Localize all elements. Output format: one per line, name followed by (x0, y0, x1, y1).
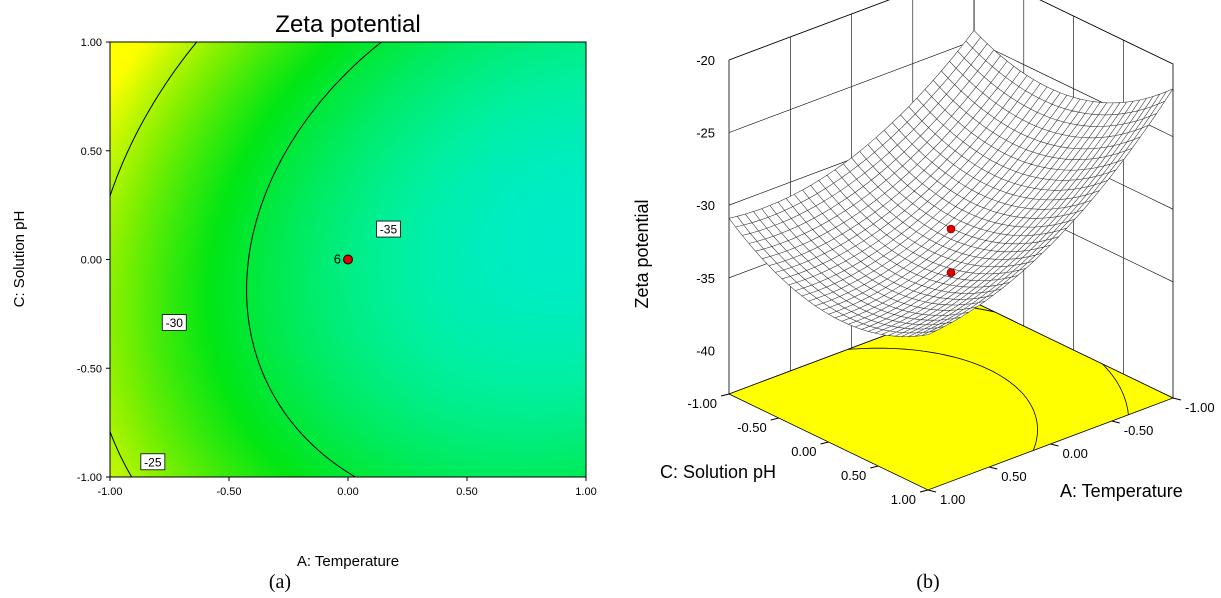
contour-level-label: -25 (140, 453, 166, 471)
z-tick-label: -35 (696, 271, 715, 286)
x-tick-label: 0.00 (337, 486, 358, 498)
x-tick-label: -0.50 (216, 486, 241, 498)
contour-y-ticks: -1.00 -0.50 0.00 0.50 1.00 (77, 37, 110, 484)
z-tick-label: -25 (696, 126, 715, 141)
y-tick-label: 0.50 (841, 468, 866, 483)
contour-panel: Zeta potential -25 -30 -35 6 -1.00 -0.50 0.00… (11, 11, 597, 593)
y-tick-label: 0.00 (81, 255, 102, 267)
surface-mesh (728, 29, 1174, 337)
surface-mesh-grid (728, 29, 1174, 337)
y-tick-label: 1.00 (81, 37, 102, 49)
panel-label-a: (a) (269, 571, 291, 593)
surface-design-points (946, 224, 956, 277)
surface-y-axis-label: C: Solution pH (660, 462, 776, 482)
contour-y-axis-label: C: Solution pH (11, 211, 28, 308)
svg-text:-30: -30 (166, 316, 184, 330)
x-tick-mark (927, 489, 937, 493)
contour-plot-area: -25 -30 -35 6 (109, 41, 587, 478)
x-tick-label: 1.00 (940, 492, 965, 507)
y-tick-label: -1.00 (687, 396, 717, 411)
x-tick-mark (989, 466, 998, 470)
z-tick-label: -30 (696, 198, 715, 213)
surface-z-axis-label: Zeta potential (632, 199, 652, 308)
y-tick-mark (870, 465, 879, 469)
x-tick-label: 0.00 (1063, 446, 1088, 461)
surface-design-point (946, 268, 956, 277)
x-tick-label: 0.50 (456, 486, 477, 498)
contour-lines: -25 -30 -35 6 (109, 41, 401, 478)
x-tick-label: -1.00 (1185, 400, 1215, 415)
y-tick-mark (720, 393, 730, 397)
contour-line (109, 41, 198, 478)
contour-x-ticks: -1.00 -0.50 0.00 0.50 1.00 (97, 477, 597, 498)
surface-panel: -20 -25 -30 -35 -40 -1.00 -0.50 0.00 0.50 1.00 -… (632, 0, 1215, 593)
y-tick-label: 0.00 (791, 444, 816, 459)
surface-z-ticks: -20 -25 -30 -35 -40 (696, 53, 715, 358)
contour-x-axis-label: A: Temperature (297, 553, 399, 570)
surface-x-axis-label: A: Temperature (1060, 481, 1183, 501)
surface-design-point (946, 224, 956, 234)
y-tick-label: 0.50 (81, 146, 102, 158)
y-tick-label: -0.50 (77, 363, 102, 375)
contour-title: Zeta potential (275, 11, 420, 38)
design-point (343, 254, 353, 265)
panel-label-b: (b) (916, 571, 939, 593)
x-tick-label: -1.00 (97, 486, 122, 498)
z-tick-label: -40 (696, 343, 715, 358)
y-tick-mark (770, 417, 779, 421)
x-tick-label: 0.50 (1001, 469, 1026, 484)
svg-text:-35: -35 (380, 223, 398, 237)
y-tick-mark (919, 489, 929, 493)
contour-line (246, 41, 382, 478)
x-tick-mark (1050, 443, 1059, 447)
x-tick-label: 1.00 (575, 486, 596, 498)
surface-y-ticks: -1.00 -0.50 0.00 0.50 1.00 (687, 393, 929, 507)
x-tick-mark (1111, 420, 1120, 424)
y-tick-mark (820, 441, 829, 445)
z-tick-label: -20 (696, 53, 715, 68)
contour-level-label: -35 (376, 220, 401, 238)
x-tick-mark (1172, 397, 1182, 401)
x-tick-label: -0.50 (1124, 423, 1154, 438)
svg-text:-25: -25 (144, 455, 162, 469)
y-tick-label: -0.50 (737, 420, 767, 435)
y-tick-label: -1.00 (77, 472, 102, 484)
y-tick-label: 1.00 (891, 492, 916, 507)
design-point-label: 6 (334, 252, 341, 267)
contour-level-label: -30 (161, 314, 187, 331)
surface-x-ticks: -1.00 -0.50 0.00 0.50 1.00 (927, 397, 1215, 507)
